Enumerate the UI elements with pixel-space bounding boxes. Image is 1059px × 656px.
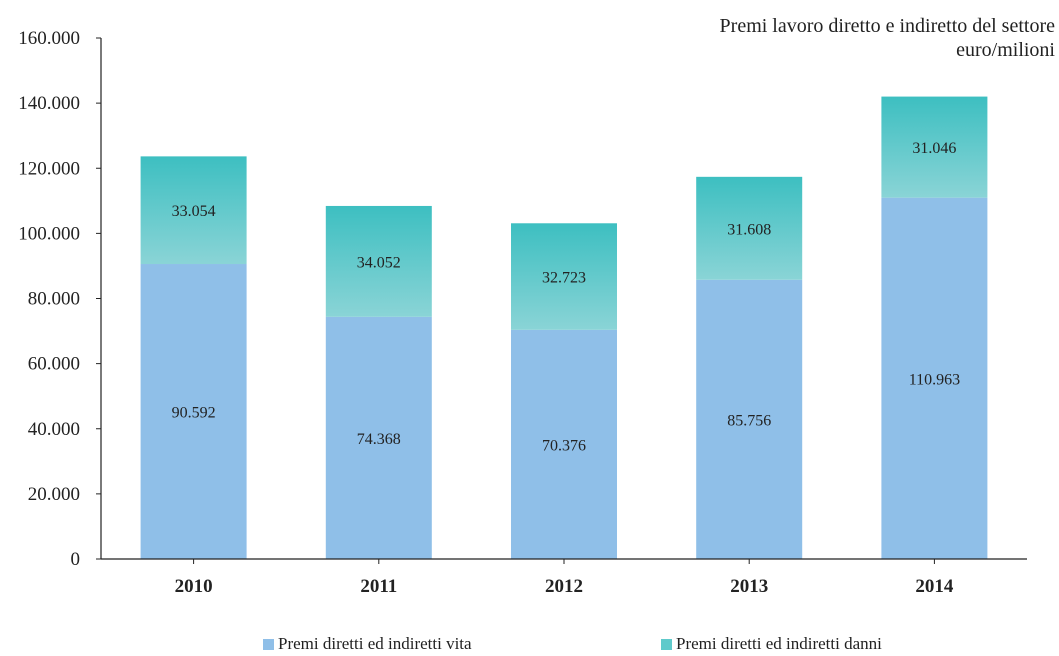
legend-swatch-danni	[661, 638, 672, 650]
bar-vita-2013	[696, 279, 803, 559]
bars-group: 90.592 33.054 74.368 34.052 70.376 32.723 85.7…	[140, 96, 988, 559]
bar-danni-2011	[325, 205, 432, 317]
legend-label-danni: Premi diretti ed indiretti danni	[676, 634, 882, 653]
y-tick-label: 140.000	[18, 93, 80, 114]
legend-item-vita: Premi diretti ed indiretti vita	[263, 634, 472, 654]
x-axis: 2010 2011 2012 2013 2014	[101, 558, 1027, 597]
data-label-danni-2010: 33.054	[172, 203, 216, 220]
x-tick-label-2010: 2010	[175, 576, 213, 597]
y-tick-label: 160.000	[18, 28, 80, 49]
data-label-vita-2012: 70.376	[542, 437, 586, 454]
legend: Premi diretti ed indiretti vita Premi di…	[0, 634, 1059, 656]
data-label-vita-2013: 85.756	[727, 412, 771, 429]
bar-vita-2014	[881, 197, 988, 559]
bar-vita-2012	[511, 329, 617, 559]
y-tick-label: 120.000	[18, 158, 80, 179]
data-label-vita-2014: 110.963	[909, 371, 960, 388]
chart-title: Premi lavoro diretto e indiretto del set…	[720, 14, 1055, 62]
x-tick-label-2013: 2013	[730, 576, 768, 597]
bar-danni-2012	[511, 223, 617, 330]
legend-swatch-vita	[263, 638, 274, 650]
legend-label-vita: Premi diretti ed indiretti vita	[278, 634, 472, 653]
y-tick-label: 60.000	[28, 354, 80, 375]
y-tick-label: 80.000	[28, 289, 80, 310]
bar-vita-2011	[325, 316, 432, 559]
data-label-danni-2011: 34.052	[357, 254, 401, 271]
bar-danni-2010	[140, 156, 247, 265]
legend-item-danni: Premi diretti ed indiretti danni	[661, 634, 882, 654]
x-tick-label-2014: 2014	[915, 576, 954, 597]
x-tick-label-2012: 2012	[545, 576, 583, 597]
data-label-danni-2013: 31.608	[727, 221, 771, 238]
data-label-vita-2011: 74.368	[357, 431, 401, 448]
chart-title-line-1: Premi lavoro diretto e indiretto del set…	[719, 15, 1055, 37]
data-label-danni-2012: 32.723	[542, 270, 586, 287]
y-tick-label: 100.000	[18, 223, 80, 244]
y-axis: 0 20.000 40.000 60.000 80.000 100.000 120.000 1…	[18, 28, 102, 570]
y-tick-label: 0	[71, 549, 81, 570]
data-label-danni-2014: 31.046	[912, 140, 956, 157]
y-tick-label: 40.000	[28, 419, 80, 440]
y-tick-label: 20.000	[28, 484, 80, 505]
x-tick-label-2011: 2011	[360, 576, 397, 597]
bar-vita-2010	[140, 264, 247, 559]
bar-danni-2014	[881, 96, 988, 198]
data-label-vita-2010: 90.592	[172, 405, 216, 422]
bar-danni-2013	[696, 176, 803, 280]
chart-title-line-2: euro/milioni	[956, 39, 1055, 61]
